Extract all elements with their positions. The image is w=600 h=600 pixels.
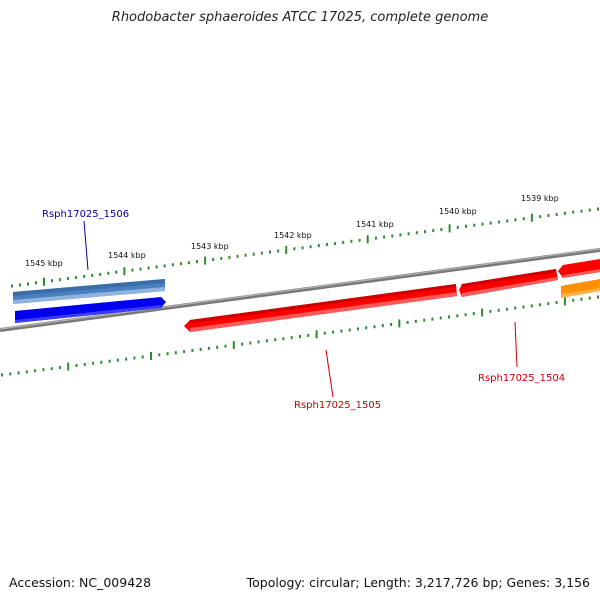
inner-tick-row: [1, 295, 599, 377]
gene-rsph17025-1506-feature[interactable]: [13, 279, 165, 304]
gene-rsph17025-1505-arrow[interactable]: [184, 284, 457, 332]
leader-line-1505: [325, 349, 334, 398]
scale-label-1543: 1543 kbp: [191, 242, 229, 251]
gene-rsph17025-1504-arrow[interactable]: [459, 269, 558, 297]
genome-summary: Topology: circular; Length: 3,217,726 bp…: [246, 575, 590, 590]
leader-line-1504: [514, 321, 518, 368]
gene-right-edge-orange[interactable]: [561, 279, 600, 298]
scale-label-1545: 1545 kbp: [25, 259, 63, 268]
genome-backbone: [0, 248, 600, 332]
gene-label-1505[interactable]: Rsph17025_1505: [294, 400, 381, 411]
scale-label-1542: 1542 kbp: [274, 231, 312, 240]
outer-tick-row: [11, 207, 599, 288]
gene-rsph17025-1506-arrow[interactable]: [15, 297, 166, 323]
genome-title: Rhodobacter sphaeroides ATCC 17025, comp…: [111, 10, 489, 25]
gene-label-1504[interactable]: Rsph17025_1504: [478, 373, 565, 384]
gene-right-edge-red[interactable]: [558, 259, 600, 278]
scale-label-1541: 1541 kbp: [356, 220, 394, 229]
gene-label-1506[interactable]: Rsph17025_1506: [42, 209, 129, 220]
accession-label: Accession: NC_009428: [9, 575, 152, 590]
scale-label-1540: 1540 kbp: [439, 207, 477, 216]
scale-label-1539: 1539 kbp: [521, 194, 559, 203]
scale-label-1544: 1544 kbp: [108, 251, 146, 260]
leader-line-1506: [83, 220, 89, 271]
genome-backbone-highlight: [0, 248, 600, 330]
